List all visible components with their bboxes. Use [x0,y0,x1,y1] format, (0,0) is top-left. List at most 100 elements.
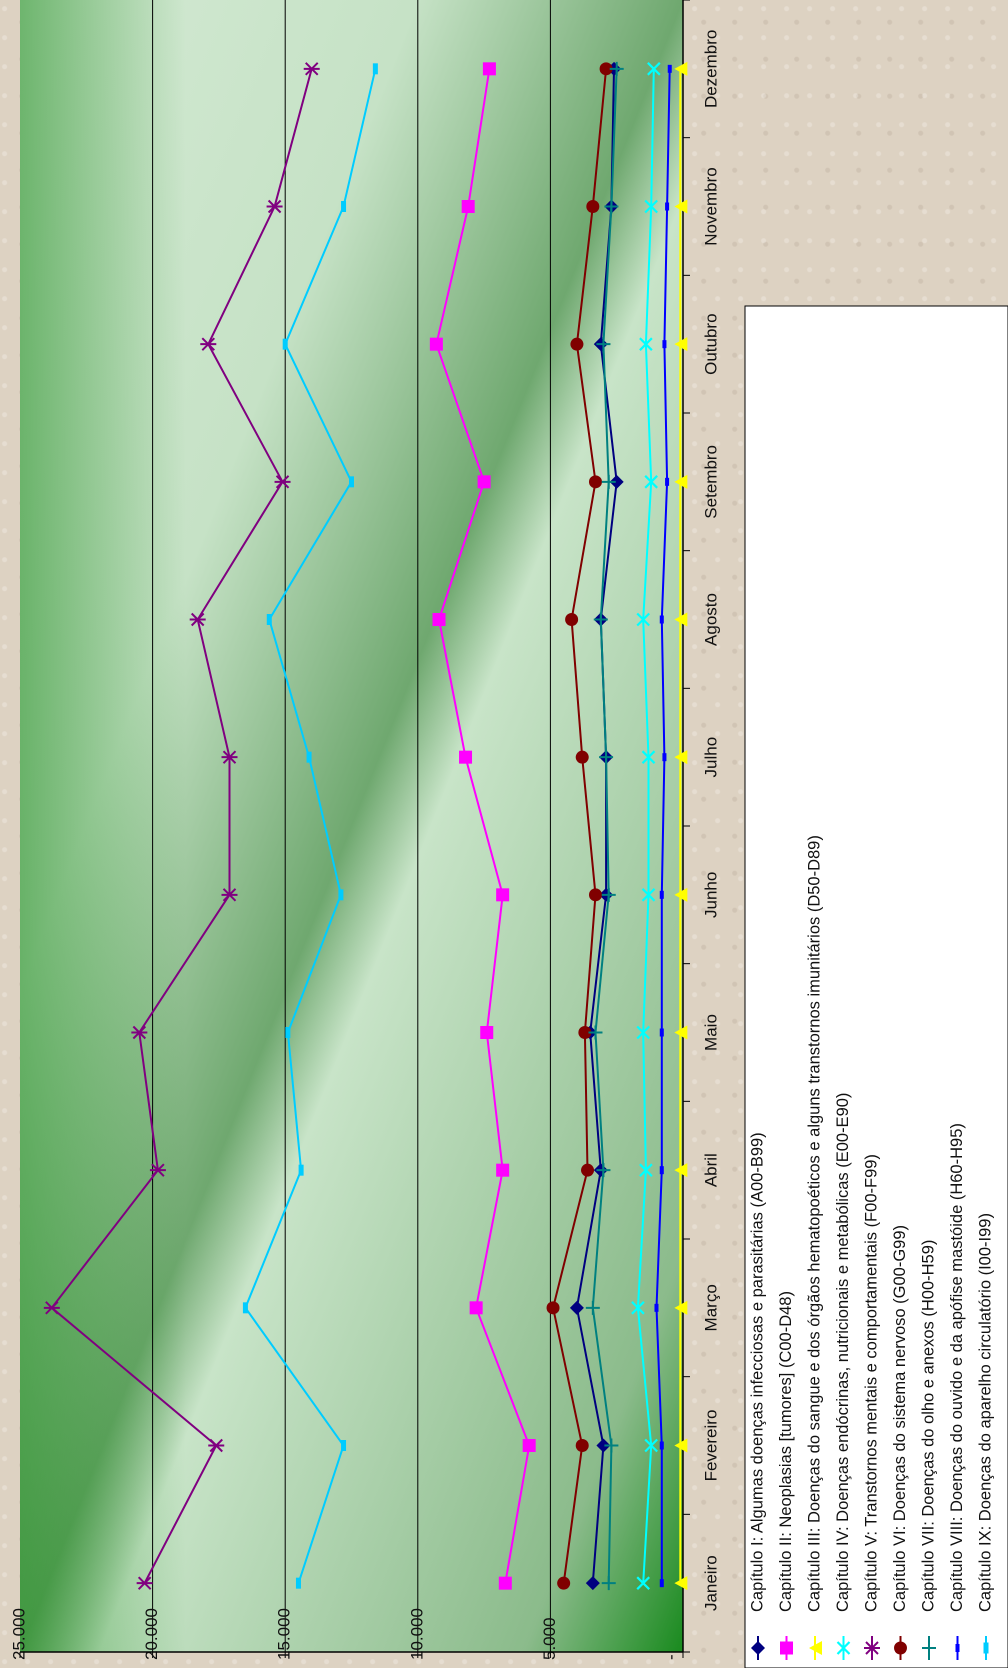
plot-area: - 5.000 10.000 15.000 20.000 25.000 Janeiro Fev… [9,0,720,1660]
legend-item: Capítulo IV: Doenças endócrinas, nutrici… [834,1093,852,1660]
data-point [674,61,688,76]
data-point [639,1163,653,1177]
legend-item: Capítulo III: Doenças do sangue e dos ór… [805,835,823,1660]
data-point [659,890,664,899]
data-point [480,1026,494,1039]
data-point [546,1301,560,1315]
series-line [244,68,377,1584]
series-5 [43,62,320,1590]
legend-item: Capítulo II: Neoplasias [tumores] (C00-D… [777,1291,795,1660]
data-point [266,199,283,214]
data-point [496,888,510,902]
legend-item: Capítulo IX: Doenças do aparelho circula… [976,1213,994,1660]
series-7 [585,61,624,1591]
plot-shade [20,0,683,1652]
data-point [306,751,312,763]
series-8 [654,64,672,1588]
value-tick-label: 10.000 [407,1608,426,1660]
data-point [200,337,217,351]
legend-item: Capítulo VII: Doenças do olho e anexos (… [919,1240,937,1660]
series-4 [631,62,661,1590]
data-point [482,62,496,76]
series-9 [242,63,378,1589]
data-point [674,1163,688,1178]
data-point [674,612,688,627]
data-point [659,615,664,624]
data-point [578,1026,592,1039]
category-label: Novembro [701,167,720,245]
legend-marker [922,1641,936,1655]
data-point [674,1438,688,1453]
legend-label: Capítulo IV: Doenças endócrinas, nutrici… [834,1093,852,1612]
data-point [221,750,238,764]
data-point [581,1163,595,1177]
data-point [674,1300,688,1315]
data-point [221,888,238,902]
data-point [659,1441,664,1450]
data-point [641,750,656,764]
legend-item: Capítulo I: Algumas doenças infecciosas … [748,1132,766,1660]
series-line [575,68,618,1584]
legend-marker [894,1641,907,1655]
data-point [599,62,613,76]
legend-marker [751,1641,765,1655]
data-point [298,1164,304,1176]
series-line [655,68,671,1584]
series-line [591,68,618,1584]
legend-label: Capítulo II: Neoplasias [tumores] (C00-D… [777,1291,795,1612]
series-2 [429,62,536,1590]
data-point [372,63,378,75]
data-point [647,62,661,76]
data-point [136,1576,153,1590]
value-tick-label: 15.000 [275,1608,294,1660]
data-point [575,750,589,764]
data-point [282,338,288,350]
value-tick-label: - [661,1654,680,1660]
category-label: Outubro [701,313,720,374]
data-point [586,200,600,213]
data-point [341,201,347,212]
data-point [631,1301,645,1315]
data-point [654,1303,659,1312]
data-point [189,612,206,627]
legend-item: Capítulo V: Transtornos mentais e compor… [862,1154,880,1660]
data-point [601,474,616,489]
data-point [604,199,619,214]
data-point [665,477,670,486]
category-label: Agosto [701,593,720,646]
data-point [498,1576,512,1590]
legend-item: Capítulo VI: Doenças do sistema nervoso … [891,1225,909,1660]
data-point [644,1438,658,1453]
data-point [641,888,656,902]
series-6 [546,62,613,1590]
data-point [604,1438,619,1453]
data-point [596,337,611,352]
data-point [674,474,688,489]
category-label: Maio [701,1014,720,1051]
category-label: Janeiro [701,1555,720,1611]
data-point [569,1300,584,1315]
data-point [601,1576,616,1591]
data-point [599,750,614,765]
value-tick-label: 25.000 [9,1608,28,1660]
legend-marker [780,1641,793,1655]
data-point [665,202,670,211]
axes: - 5.000 10.000 15.000 20.000 25.000 Janeiro Fev… [9,0,720,1660]
data-point [461,200,475,213]
data-point [303,62,320,76]
legend-marker [983,1642,989,1654]
data-point [585,1576,600,1591]
data-point [131,1025,148,1040]
legend-label: Capítulo I: Algumas doenças infecciosas … [748,1132,766,1612]
data-point [667,64,672,73]
legend-item: Capítulo VIII: Doenças do ouvido e da ap… [948,1123,966,1660]
series-line [636,68,655,1584]
series-3 [674,61,688,1591]
data-point [659,1579,664,1588]
data-point [585,1300,600,1315]
category-label: Julho [701,737,720,778]
data-point [588,888,602,902]
data-point [149,1163,166,1177]
data-point [588,475,602,489]
data-point [659,1166,664,1175]
